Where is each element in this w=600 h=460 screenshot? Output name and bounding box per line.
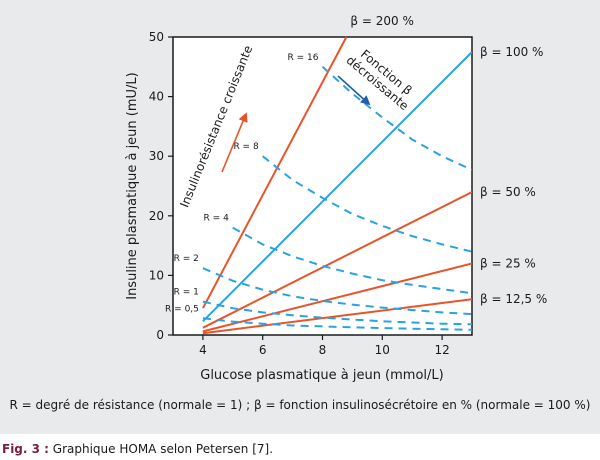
caption-text: Graphique HOMA selon Petersen [7]. (48, 442, 274, 456)
x-tick-label: 4 (199, 343, 207, 357)
y-tick-label: 10 (149, 268, 164, 282)
beta-label-50: β = 50 % (480, 185, 536, 199)
beta-line-100 (202, 51, 472, 323)
y-tick-label: 0 (156, 328, 164, 342)
resistance-curve-r-1 (202, 300, 472, 326)
resistance-curve-r-4 (232, 226, 472, 295)
beta-label-25: β = 25 % (480, 256, 536, 270)
y-tick-label: 30 (149, 149, 164, 163)
caption-label: Fig. 3 : (2, 442, 49, 456)
ticks-layer: 4 6 8 10 12 0 10 20 30 40 50 (149, 30, 450, 357)
annotation-red-arrow (221, 112, 248, 173)
figure-caption: Fig. 3 : Graphique HOMA selon Petersen [… (2, 442, 273, 456)
y-tick-label: 20 (149, 209, 164, 223)
resistance-label-r-4: R = 4 (204, 214, 230, 224)
figure-panel: 4 6 8 10 12 0 10 20 30 40 50 β = 200 % β = 100 % β =… (0, 0, 600, 434)
resistance-label-r-16: R = 16 (288, 53, 319, 63)
beta-line-200 (202, 36, 348, 309)
beta-label-200: β = 200 % (350, 14, 413, 28)
beta-line-25 (202, 262, 472, 333)
resistance-curve-r-2 (202, 267, 472, 316)
x-tick-label: 10 (375, 343, 390, 357)
resistance-curve-r-16 (321, 66, 472, 171)
beta-line-12-5 (202, 298, 472, 335)
x-tick-label: 6 (259, 343, 267, 357)
resistance-curve-r-8 (262, 155, 472, 253)
annotation-blue-arrow (337, 75, 371, 106)
resistance-label-r-0-5: R = 0,5 (165, 304, 199, 314)
resistance-curve-r-0-5 (202, 317, 472, 331)
labels-layer: β = 200 % β = 100 % β = 50 % β = 25 % β = 12… (165, 14, 547, 314)
footnote: R = degré de résistance (normale = 1) ; … (9, 398, 591, 412)
x-tick-label: 12 (434, 343, 449, 357)
x-tick-label: 8 (319, 343, 327, 357)
beta-label-12-5: β = 12,5 % (480, 292, 547, 306)
beta-line-50 (202, 191, 472, 329)
x-axis-label: Glucose plasmatique à jeun (mmol/L) (200, 368, 443, 383)
y-axis-label: Insuline plasmatique à jeun (mU/L) (125, 72, 140, 300)
series-layer (202, 36, 472, 335)
beta-label-100: β = 100 % (480, 45, 543, 59)
y-tick-label: 40 (149, 90, 164, 104)
y-tick-label: 50 (149, 30, 164, 44)
resistance-label-r-2: R = 2 (174, 254, 199, 264)
resistance-label-r-1: R = 1 (174, 288, 199, 298)
resistance-label-r-8: R = 8 (233, 142, 259, 152)
